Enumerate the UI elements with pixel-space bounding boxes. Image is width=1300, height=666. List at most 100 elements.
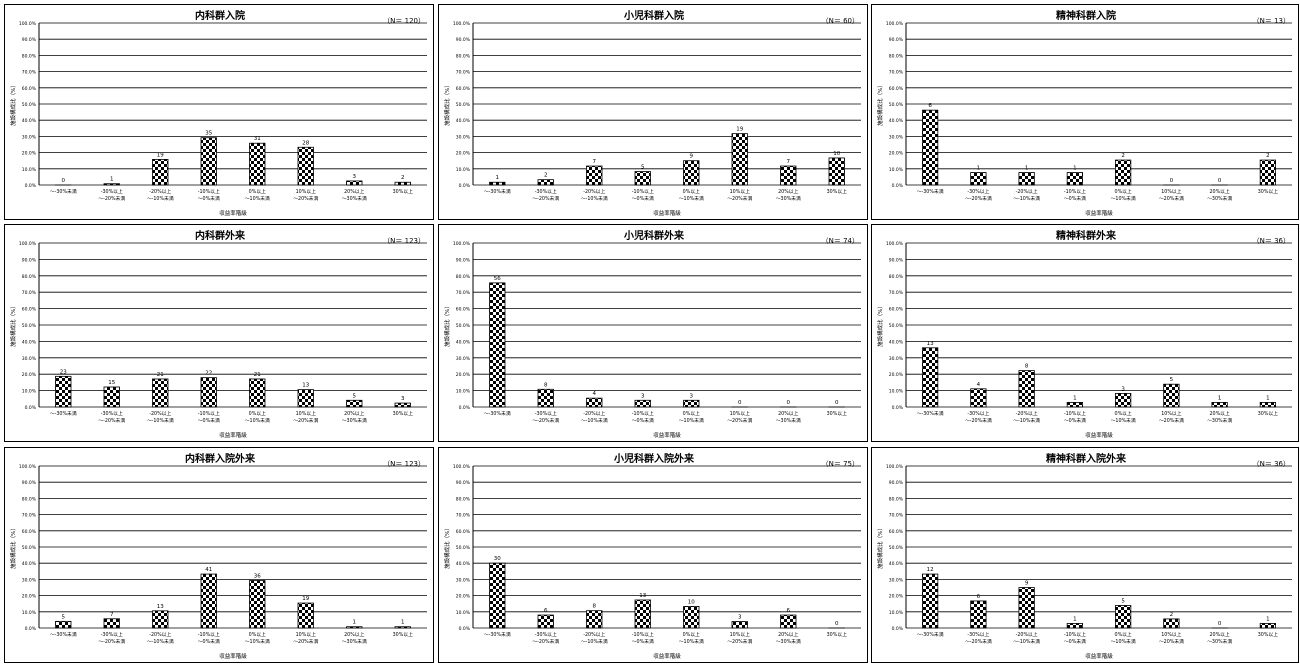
bar: [152, 378, 169, 408]
bar: [1259, 623, 1276, 629]
y-tick-label: 60.0%: [22, 307, 37, 313]
x-tick-label: ～0%未満: [198, 195, 220, 202]
n-label: （N＝ 36）: [1253, 237, 1290, 245]
bar: [249, 580, 266, 629]
x-tick-label: 10%以上: [1161, 631, 1181, 638]
data-label: 2: [1266, 153, 1270, 159]
bar: [1259, 159, 1276, 186]
x-tick-label: ～-20%未満: [965, 638, 992, 645]
y-tick-label: 70.0%: [889, 70, 904, 76]
x-tick-label: 20%以上: [1209, 188, 1229, 195]
x-tick-label: -10%以上: [198, 188, 220, 195]
y-tick-label: 60.0%: [889, 529, 904, 535]
x-tick-label: ～-20%未満: [965, 195, 992, 202]
y-tick-label: 90.0%: [22, 257, 37, 263]
x-tick-label: -10%以上: [632, 410, 654, 417]
data-label: 7: [110, 612, 114, 618]
data-label: 7: [787, 159, 791, 165]
x-tick-label: ～-20%未満: [532, 195, 559, 202]
bar: [970, 600, 987, 629]
bar: [634, 599, 651, 629]
y-tick-label: 0.0%: [25, 405, 37, 411]
x-tick-label: ～20%未満: [1159, 638, 1184, 645]
bar: [1018, 370, 1035, 408]
x-tick-label: ～-20%未満: [98, 195, 125, 202]
data-label: 4: [977, 382, 981, 388]
y-tick-label: 30.0%: [22, 577, 37, 583]
data-label: 5: [353, 393, 357, 399]
bar: [346, 626, 363, 629]
x-tick-label: ～-10%未満: [581, 638, 608, 645]
bar: [346, 180, 363, 186]
bar: [828, 157, 845, 186]
y-tick-label: 100.0%: [886, 241, 904, 247]
x-tick-label: -30%以上: [967, 188, 989, 195]
chart-panel: 精神科群入院外来 （N＝ 36） 0.0% 10.0% 20.0% 30.0% 40.0% 5…: [871, 447, 1299, 663]
y-tick-label: 40.0%: [456, 339, 471, 345]
y-tick-label: 10.0%: [889, 389, 904, 395]
x-tick-label: ～-10%未満: [147, 638, 174, 645]
y-tick-label: 50.0%: [22, 102, 37, 108]
y-tick-label: 40.0%: [22, 561, 37, 567]
y-tick-label: 60.0%: [889, 86, 904, 92]
x-tick-label: 30%以上: [827, 631, 847, 638]
chart-svg: 精神科群外来 （N＝ 36） 0.0% 10.0% 20.0% 30.0% 40.0% 50.…: [876, 229, 1292, 439]
x-tick-label: -10%以上: [1064, 631, 1086, 638]
data-label: 8: [544, 382, 548, 388]
x-tick-label: ～0%未満: [632, 195, 654, 202]
chart-svg: 小児科群外来 （N＝ 74） 0.0% 10.0% 20.0% 30.0% 40.0% 50.…: [443, 229, 861, 439]
y-tick-label: 50.0%: [456, 102, 471, 108]
x-tick-label: 0%以上: [683, 631, 700, 638]
x-tick-label: ～30%未満: [1207, 417, 1232, 424]
data-label: 28: [302, 140, 309, 146]
x-tick-label: 30%以上: [1258, 410, 1278, 417]
data-label: 1: [1073, 166, 1077, 172]
x-tick-label: ～-10%未満: [147, 195, 174, 202]
data-label: 10: [688, 599, 695, 605]
x-tick-label: ～10%未満: [679, 195, 704, 202]
y-tick-label: 10.0%: [22, 167, 37, 173]
y-tick-label: 90.0%: [889, 480, 904, 486]
y-tick-label: 90.0%: [456, 37, 471, 43]
chart-panel: 精神科群外来 （N＝ 36） 0.0% 10.0% 20.0% 30.0% 40.0% 50.…: [871, 224, 1299, 442]
y-tick-label: 0.0%: [459, 183, 471, 189]
x-axis-label: 収益率階級: [219, 431, 247, 439]
data-label: 12: [927, 567, 934, 573]
y-tick-label: 0.0%: [892, 626, 904, 632]
data-label: 9: [690, 154, 694, 160]
x-tick-label: -10%以上: [632, 188, 654, 195]
data-label: 10: [833, 151, 840, 157]
chart-title: 内科群入院: [195, 9, 245, 22]
y-axis-label: 施設構成比（%）: [876, 82, 884, 126]
y-tick-label: 90.0%: [22, 480, 37, 486]
data-label: 1: [496, 175, 500, 181]
data-label: 3: [738, 615, 742, 621]
x-tick-label: ～20%未満: [727, 417, 752, 424]
bar: [1066, 402, 1083, 408]
y-tick-label: 90.0%: [456, 257, 471, 263]
x-tick-label: 20%以上: [778, 631, 798, 638]
y-tick-label: 60.0%: [456, 307, 471, 313]
x-tick-label: -20%以上: [149, 631, 171, 638]
bar: [297, 146, 314, 186]
bar: [970, 172, 987, 186]
y-tick-label: 40.0%: [456, 118, 471, 124]
y-tick-label: 90.0%: [456, 480, 471, 486]
y-tick-label: 70.0%: [889, 290, 904, 296]
y-tick-label: 0.0%: [459, 405, 471, 411]
y-tick-label: 40.0%: [889, 561, 904, 567]
chart-svg: 小児科群入院外来 （N＝ 75） 0.0% 10.0% 20.0% 30.0% 40.0% 5…: [443, 452, 861, 660]
y-tick-label: 100.0%: [19, 241, 37, 247]
x-tick-label: ～-10%未満: [1013, 195, 1040, 202]
bar: [200, 137, 217, 186]
x-tick-label: ～30%未満: [342, 638, 367, 645]
bar: [297, 602, 314, 629]
y-tick-label: 50.0%: [456, 545, 471, 551]
y-axis-label: 施設構成比（%）: [876, 303, 884, 347]
y-tick-label: 30.0%: [22, 356, 37, 362]
bar: [394, 181, 411, 186]
y-tick-label: 30.0%: [889, 356, 904, 362]
data-label: 3: [1121, 386, 1125, 392]
x-tick-label: ～-10%未満: [1013, 417, 1040, 424]
x-tick-label: 30%以上: [393, 188, 413, 195]
